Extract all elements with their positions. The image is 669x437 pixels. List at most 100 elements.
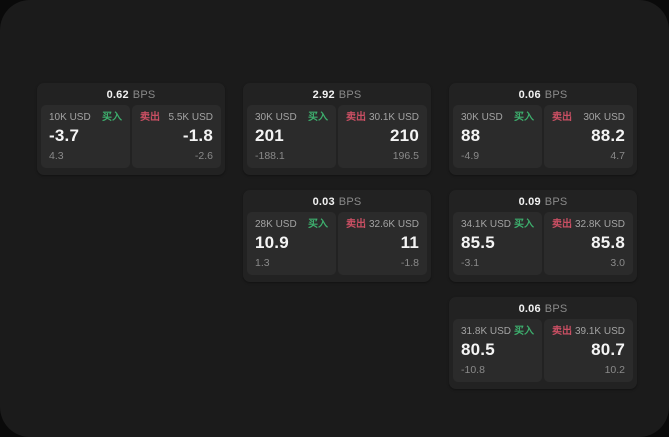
sell-price: 85.8 [591,233,625,252]
buy-price: 10.9 [255,233,289,252]
bps-unit: BPS [544,303,568,315]
sell-delta: 4.7 [610,150,625,162]
bps-unit: BPS [338,89,362,101]
sell-tile-header: 卖出 30.1K USD [346,112,419,123]
quote-card: 2.92 BPS 30K USD 买入 201 -188.1 卖出 [243,83,431,175]
sell-amount: 5.5K USD [168,112,213,123]
card-header: 0.09 BPS [453,193,633,212]
buy-amount: 30K USD [255,112,297,123]
sell-price: 11 [400,233,419,252]
sell-price: 88.2 [591,126,625,145]
buy-tile[interactable]: 31.8K USD 买入 80.5 -10.8 [453,319,542,382]
bps-value: 0.06 [518,303,541,315]
buy-tile[interactable]: 34.1K USD 买入 85.5 -3.1 [453,212,542,275]
sell-tile-header: 卖出 30K USD [552,112,625,123]
bps-unit: BPS [544,89,568,101]
quote-card: 0.09 BPS 34.1K USD 买入 85.5 -3.1 卖出 [449,190,637,282]
buy-price: -3.7 [49,126,80,145]
buy-tile[interactable]: 28K USD 买入 10.9 1.3 [247,212,336,275]
sell-delta: -1.8 [400,257,419,269]
bps-value: 0.06 [518,89,541,101]
buy-delta: -10.8 [461,364,485,376]
sell-tile[interactable]: 卖出 5.5K USD -1.8 -2.6 [132,105,221,168]
buy-label: 买入 [308,219,328,230]
buy-delta: 1.3 [255,257,270,269]
card-header: 2.92 BPS [247,86,427,105]
buy-delta: -188.1 [255,150,285,162]
sell-amount: 32.8K USD [574,219,625,230]
sell-tile[interactable]: 卖出 30K USD 88.2 4.7 [544,105,633,168]
buy-price: 80.5 [461,340,495,359]
sell-tile[interactable]: 卖出 39.1K USD 80.7 10.2 [544,319,633,382]
sell-label: 卖出 [346,219,366,230]
sell-price: 210 [390,126,419,145]
buy-tile[interactable]: 10K USD 买入 -3.7 4.3 [41,105,130,168]
buy-tile-header: 34.1K USD 买入 [461,219,534,230]
sell-delta: 3.0 [610,257,625,269]
sell-tile-header: 卖出 32.8K USD [552,219,625,230]
buy-label: 买入 [514,219,534,230]
sell-label: 卖出 [552,326,572,337]
buy-delta: -4.9 [461,150,480,162]
sell-tile[interactable]: 卖出 30.1K USD 210 196.5 [338,105,427,168]
card-header: 0.06 BPS [453,86,633,105]
sell-tile-header: 卖出 5.5K USD [140,112,213,123]
bps-value: 0.03 [312,196,335,208]
card-body: 31.8K USD 买入 80.5 -10.8 卖出 39.1K USD 80.… [453,319,633,382]
buy-label: 买入 [514,326,534,337]
sell-tile[interactable]: 卖出 32.8K USD 85.8 3.0 [544,212,633,275]
quote-card: 0.03 BPS 28K USD 买入 10.9 1.3 卖出 [243,190,431,282]
buy-price: 201 [255,126,284,145]
bps-unit: BPS [132,89,156,101]
bps-value: 2.92 [312,89,335,101]
buy-amount: 28K USD [255,219,297,230]
sell-tile-header: 卖出 32.6K USD [346,219,419,230]
sell-tile[interactable]: 卖出 32.6K USD 11 -1.8 [338,212,427,275]
sell-label: 卖出 [552,112,572,123]
buy-tile[interactable]: 30K USD 买入 88 -4.9 [453,105,542,168]
card-header: 0.06 BPS [453,300,633,319]
buy-tile-header: 28K USD 买入 [255,219,328,230]
buy-amount: 34.1K USD [461,219,512,230]
bps-value: 0.62 [106,89,129,101]
sell-price: -1.8 [182,126,213,145]
quote-card: 0.06 BPS 30K USD 买入 88 -4.9 卖出 [449,83,637,175]
sell-delta: 10.2 [604,364,625,376]
bps-value: 0.09 [518,196,541,208]
quote-card: 0.06 BPS 31.8K USD 买入 80.5 -10.8 卖出 [449,297,637,389]
card-body: 28K USD 买入 10.9 1.3 卖出 32.6K USD 11 -1.8 [247,212,427,275]
buy-label: 买入 [514,112,534,123]
buy-tile-header: 30K USD 买入 [255,112,328,123]
sell-amount: 30K USD [583,112,625,123]
sell-price: 80.7 [591,340,625,359]
buy-label: 买入 [102,112,122,123]
sell-amount: 39.1K USD [574,326,625,337]
sell-label: 卖出 [346,112,366,123]
buy-tile-header: 31.8K USD 买入 [461,326,534,337]
buy-tile-header: 10K USD 买入 [49,112,122,123]
buy-amount: 10K USD [49,112,91,123]
buy-tile[interactable]: 30K USD 买入 201 -188.1 [247,105,336,168]
sell-delta: 196.5 [392,150,419,162]
buy-price: 88 [461,126,481,145]
card-body: 30K USD 买入 88 -4.9 卖出 30K USD 88.2 4.7 [453,105,633,168]
buy-delta: -3.1 [461,257,480,269]
sell-amount: 30.1K USD [368,112,419,123]
card-body: 10K USD 买入 -3.7 4.3 卖出 5.5K USD -1.8 -2.… [41,105,221,168]
card-header: 0.62 BPS [41,86,221,105]
quote-grid: 0.62 BPS 10K USD 买入 -3.7 4.3 卖出 [37,83,637,389]
sell-amount: 32.6K USD [368,219,419,230]
bps-unit: BPS [338,196,362,208]
buy-delta: 4.3 [49,150,64,162]
sell-tile-header: 卖出 39.1K USD [552,326,625,337]
card-body: 34.1K USD 买入 85.5 -3.1 卖出 32.8K USD 85.8… [453,212,633,275]
buy-tile-header: 30K USD 买入 [461,112,534,123]
sell-delta: -2.6 [194,150,213,162]
buy-price: 85.5 [461,233,495,252]
bps-unit: BPS [544,196,568,208]
buy-label: 买入 [308,112,328,123]
sell-label: 卖出 [140,112,160,123]
card-body: 30K USD 买入 201 -188.1 卖出 30.1K USD 210 1… [247,105,427,168]
